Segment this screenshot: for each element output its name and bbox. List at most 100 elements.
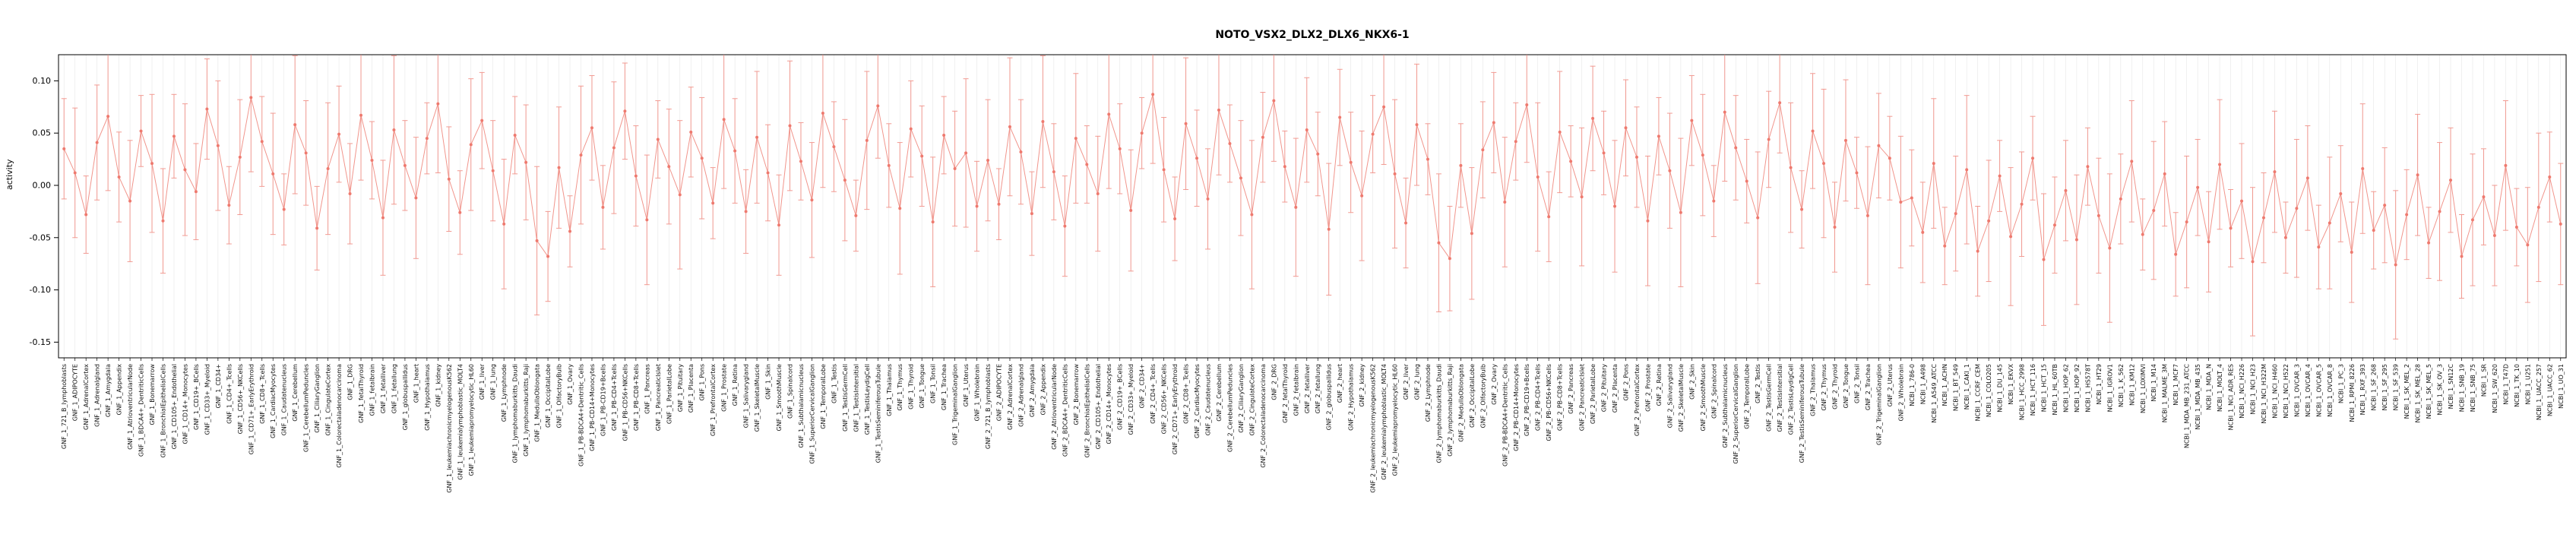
data-point bbox=[238, 155, 242, 159]
x-tick-label: GNF_1_lung bbox=[490, 364, 497, 400]
data-point bbox=[623, 109, 627, 113]
x-tick-label: GNF_2_Testis bbox=[1755, 364, 1761, 403]
x-tick-label: GNF_2_leukemialymphoblastic_MOLT4 bbox=[1381, 364, 1388, 480]
x-tick-label: GNF_1_CD33+_Myeloid bbox=[204, 364, 210, 435]
data-point bbox=[909, 127, 913, 131]
x-tick-label: GNF_1_Trachea bbox=[941, 364, 948, 410]
data-point bbox=[601, 205, 605, 209]
x-tick-label: GNF_1_CiliaryGanglion bbox=[314, 364, 321, 433]
data-point bbox=[491, 169, 495, 172]
data-point bbox=[1580, 195, 1584, 199]
x-tick-label: NCBI_1_NCI_H226 bbox=[2239, 364, 2245, 419]
data-point bbox=[1118, 147, 1122, 150]
data-point bbox=[634, 174, 638, 178]
data-point bbox=[216, 144, 220, 147]
x-tick-label: GNF_1_CD56+_NKCells bbox=[237, 364, 244, 434]
x-tick-label: GNF_1_Hypothalamus bbox=[424, 364, 431, 431]
data-point bbox=[953, 166, 957, 170]
data-point bbox=[1987, 219, 1991, 223]
x-tick-label: GNF_2_kidney bbox=[1359, 364, 1366, 407]
x-tick-label: GNF_1_leukemiapromyelocytic_HL60 bbox=[468, 364, 475, 476]
data-point bbox=[2031, 157, 2035, 160]
x-tick-label: NCBI_1_OVCAR_4 bbox=[2305, 364, 2312, 417]
x-tick-label: GNF_1_Skin bbox=[765, 364, 772, 400]
data-point bbox=[348, 191, 352, 195]
data-point bbox=[282, 207, 286, 211]
x-tick-label: GNF_2_PB-CD8+Tcells bbox=[1557, 364, 1564, 431]
data-point bbox=[2295, 207, 2299, 210]
x-tick-label: NCBI_1_DU_145 bbox=[1997, 364, 2004, 413]
data-point bbox=[2372, 229, 2375, 232]
data-point bbox=[227, 204, 231, 207]
data-point bbox=[480, 119, 484, 122]
data-point bbox=[832, 145, 836, 149]
x-tick-label: NCBI_1_MDA_N bbox=[2206, 364, 2213, 410]
data-point bbox=[1382, 105, 1386, 109]
plot-border bbox=[58, 54, 2567, 359]
x-tick-label: GNF_2_BronchialEpithelialCells bbox=[1084, 364, 1090, 457]
chart-title: NOTO_VSX2_DLX2_DLX6_NKX6-1 bbox=[1215, 29, 1410, 41]
data-point bbox=[1063, 224, 1067, 228]
data-point bbox=[1228, 141, 1232, 145]
x-tick-label: GNF_1_Cerebellum bbox=[292, 364, 299, 422]
x-tick-label: GNF_2_leukemiapromyelocytic_HL60 bbox=[1392, 364, 1399, 476]
data-point bbox=[2482, 195, 2486, 199]
data-point bbox=[2427, 241, 2431, 245]
x-tick-label: GNF_1_CD71+_EarlyErythroid bbox=[248, 364, 255, 454]
x-tick-label: NCBI_1_RPMI_8226 bbox=[2349, 364, 2356, 422]
data-point bbox=[524, 160, 528, 164]
x-tick-label: GNF_1_TestisIntersitial bbox=[853, 364, 859, 432]
x-tick-label: GNF_2_Tongue bbox=[1843, 364, 1850, 409]
x-tick-label: GNF_2_Thymus bbox=[1821, 364, 1828, 411]
data-point bbox=[1899, 200, 1903, 204]
x-tick-label: GNF_1_Placenta bbox=[688, 364, 695, 413]
data-point bbox=[1272, 99, 1276, 103]
data-point bbox=[2064, 188, 2068, 192]
x-tick-label: GNF_2_BDCA4+_DentriticCells bbox=[1062, 364, 1068, 457]
data-point bbox=[722, 118, 726, 122]
x-tick-label: GNF_1_Bonemarrow bbox=[149, 364, 156, 425]
x-tick-label: GNF_1_Salivarygland bbox=[743, 364, 750, 428]
data-point bbox=[1558, 130, 1562, 134]
x-tick-label: GNF_2_CD19+_BCells bbox=[1117, 364, 1124, 430]
data-point bbox=[128, 199, 132, 203]
x-tick-label: GNF_2_Salivarygland bbox=[1666, 364, 1673, 428]
data-point bbox=[1921, 230, 1925, 234]
data-point bbox=[403, 163, 407, 167]
data-point bbox=[755, 135, 759, 139]
data-point bbox=[2074, 238, 2078, 242]
data-point bbox=[2449, 179, 2453, 182]
x-tick-label: GNF_2_PrefrontalCortex bbox=[1634, 364, 1641, 436]
x-tick-label: NCBI_1_NCI_H460 bbox=[2271, 364, 2278, 419]
x-tick-label: GNF_1_SkeletalMuscle bbox=[754, 364, 761, 432]
data-point bbox=[381, 216, 385, 220]
data-point bbox=[1536, 175, 1540, 179]
x-tick-label: GNF_2_fetalliver bbox=[1304, 363, 1311, 413]
data-point bbox=[1140, 131, 1144, 135]
data-point bbox=[557, 166, 561, 169]
data-point bbox=[2052, 223, 2056, 227]
data-point bbox=[645, 218, 649, 222]
x-tick-label: NCBI_1_HOP_62 bbox=[2062, 364, 2069, 413]
x-tick-label: NCBI_1_HCT_15 bbox=[2041, 364, 2048, 412]
data-point bbox=[1822, 162, 1826, 166]
data-point bbox=[1668, 169, 1672, 172]
x-tick-label: GNF_2_TestisGermCell bbox=[1766, 364, 1773, 432]
x-tick-label: GNF_1_liver bbox=[479, 363, 486, 400]
data-point bbox=[1734, 146, 1738, 150]
x-tick-label: GNF_2_SkeletalMuscle bbox=[1678, 364, 1685, 432]
data-point bbox=[2130, 160, 2134, 163]
data-point bbox=[1778, 101, 1782, 105]
data-point bbox=[2328, 221, 2331, 225]
data-point bbox=[2273, 170, 2277, 174]
data-point bbox=[1657, 134, 1660, 138]
data-point bbox=[986, 158, 990, 162]
x-tick-label: NCBI_1_SF_295 bbox=[2381, 364, 2388, 410]
x-tick-label: GNF_1_ParietalLobe bbox=[666, 364, 672, 424]
x-tick-label: NCBI_1_SNB_19 bbox=[2459, 364, 2466, 412]
x-tick-label: NCBI_1_SF_539 bbox=[2393, 364, 2400, 410]
data-point bbox=[1349, 160, 1353, 164]
data-point bbox=[1701, 153, 1704, 157]
data-point bbox=[2240, 199, 2244, 203]
x-tick-label: GNF_1_ADIPOCYTE bbox=[72, 364, 79, 421]
